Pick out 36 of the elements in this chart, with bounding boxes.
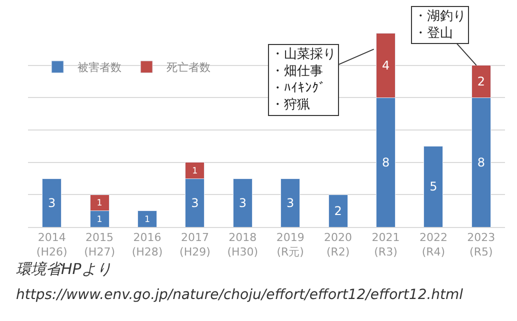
- legend-label: 死亡者数: [166, 61, 211, 74]
- data-label: 8: [382, 155, 390, 170]
- data-label: 3: [48, 196, 56, 210]
- x-tick-label: 2016 (H28): [132, 231, 163, 258]
- bar: [42, 178, 62, 227]
- x-tick-label: 2018 (H30): [227, 231, 258, 258]
- bar: [280, 178, 300, 227]
- data-label: 8: [477, 155, 485, 170]
- bar: [232, 178, 252, 227]
- data-label: 3: [286, 196, 294, 210]
- text: https://www.env.go.jp/nature/choju/effort/effort12/effort12.html: [16, 287, 464, 303]
- x-tick-label: 2014 (H26): [36, 231, 68, 258]
- x-tick-label: 2023 (R5): [467, 231, 496, 258]
- legend-label: 被害者数: [78, 61, 122, 74]
- bar: [424, 146, 444, 227]
- x-tick-label: 2019 (R元): [276, 231, 304, 258]
- text: 環境省HPより: [16, 260, 112, 278]
- bar: [137, 210, 158, 227]
- bar: [328, 194, 348, 227]
- data-label: 1: [96, 214, 102, 225]
- data-label: 5: [430, 180, 438, 194]
- x-tick-label: 2015 (H27): [84, 231, 115, 258]
- data-label: 1: [192, 166, 198, 176]
- data-label: 4: [382, 58, 390, 72]
- data-label: 1: [96, 198, 102, 209]
- data-label: 3: [191, 196, 199, 210]
- annotation: ・山菜採り・畑仕事・ﾊｲｷﾝｸﾞ・狩猟: [271, 47, 336, 113]
- x-tick-label: 2020 (R2): [324, 231, 352, 258]
- annotation: ・湖釣り・登山: [414, 9, 466, 41]
- x-tick-label: 2017 (H29): [180, 231, 210, 258]
- x-tick-label: 2021 (R3): [372, 231, 400, 258]
- x-tick-label: 2022 (R4): [419, 231, 448, 258]
- data-label: 1: [144, 214, 150, 225]
- data-label: 2: [477, 74, 485, 88]
- data-label: 3: [238, 196, 246, 210]
- data-label: 2: [334, 204, 342, 218]
